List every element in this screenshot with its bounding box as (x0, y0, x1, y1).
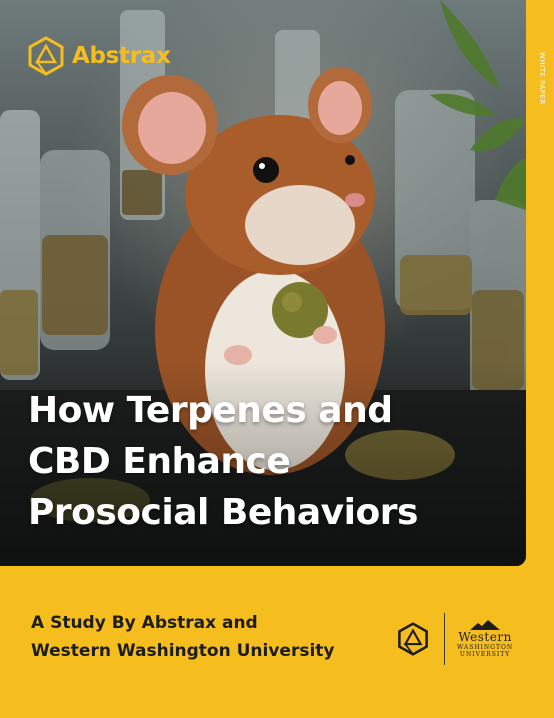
brand-name: Abstrax (72, 43, 171, 69)
wwu-name: Western (458, 630, 512, 644)
abstrax-logo: Abstrax (26, 36, 171, 76)
logo-divider (444, 613, 445, 665)
document-type-label: WHITE PAPER (538, 52, 546, 105)
title-line: How Terpenes and (28, 390, 393, 431)
title-line: Prosocial Behaviors (28, 492, 418, 533)
title-line: CBD Enhance (28, 441, 291, 482)
subtitle-line: Western Washington University (31, 641, 335, 661)
partner-logos: Western WASHINGTON UNIVERSITY (396, 613, 513, 665)
abstrax-logo-icon (28, 36, 64, 76)
wwu-logo: Western WASHINGTON UNIVERSITY (457, 620, 513, 658)
cover-photo (0, 0, 526, 566)
lab-scene-illustration (0, 0, 526, 566)
abstrax-mark-icon (398, 622, 428, 656)
wwu-subname: WASHINGTON (457, 644, 514, 651)
side-strip (526, 0, 554, 566)
wwu-subname: UNIVERSITY (459, 651, 511, 658)
subtitle: A Study By Abstrax and Western Washingto… (31, 609, 335, 665)
wwu-mountain-icon (470, 620, 501, 630)
page-title: How Terpenes and CBD Enhance Prosocial B… (28, 385, 498, 538)
subtitle-line: A Study By Abstrax and (31, 613, 258, 633)
